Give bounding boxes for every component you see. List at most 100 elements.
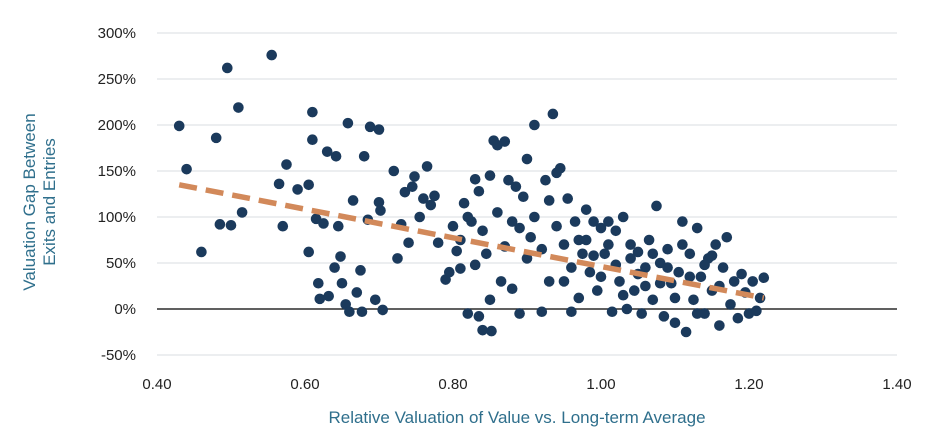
data-point [333, 220, 344, 232]
data-point [529, 211, 540, 223]
data-point [543, 195, 555, 206]
data-point [725, 299, 736, 310]
data-point [684, 248, 696, 260]
y-tick-label: -50% [101, 347, 136, 364]
data-point [307, 106, 318, 118]
data-point [407, 181, 418, 192]
data-point [506, 216, 518, 227]
trendline [178, 182, 765, 301]
data-point [486, 325, 497, 337]
data-point [691, 222, 703, 234]
data-point [432, 237, 444, 249]
data-point [529, 119, 540, 131]
data-point [506, 283, 518, 295]
data-point [181, 163, 192, 175]
data-point [695, 271, 707, 283]
data-point [543, 276, 555, 287]
data-point [632, 246, 644, 258]
y-axis-title-line-2: Exits and Entries [40, 138, 59, 266]
data-point [451, 245, 463, 257]
data-point [313, 277, 324, 289]
data-point [358, 150, 370, 162]
data-point [233, 102, 244, 113]
data-point [521, 153, 533, 165]
data-point [614, 276, 625, 287]
y-axis-title-line-1: Valuation Gap Between [20, 113, 39, 290]
data-point [342, 117, 354, 129]
x-tick-label: 0.40 [142, 376, 171, 393]
data-point [732, 312, 744, 324]
data-point [636, 308, 647, 319]
data-point [222, 62, 233, 74]
data-point [588, 216, 599, 227]
data-point [558, 239, 570, 250]
data-point [455, 263, 466, 274]
data-point [540, 174, 551, 186]
data-point [558, 276, 570, 287]
data-point [595, 271, 607, 283]
data-point [458, 197, 470, 209]
data-point [329, 262, 340, 273]
y-tick-label: 300% [98, 25, 136, 42]
data-point [603, 216, 614, 227]
data-point [355, 265, 366, 276]
data-point [706, 250, 718, 261]
data-point [588, 250, 599, 261]
data-point [364, 121, 376, 133]
data-point [210, 132, 222, 144]
data-point [643, 234, 655, 246]
data-point [610, 225, 622, 237]
data-point [717, 262, 729, 273]
data-point [754, 292, 766, 304]
data-point [658, 311, 670, 322]
data-point [335, 251, 346, 262]
data-point [721, 231, 733, 243]
data-point [347, 195, 359, 206]
data-point [444, 266, 455, 278]
data-point [747, 276, 758, 287]
data-point [375, 205, 386, 216]
data-point [214, 219, 226, 230]
data-point [714, 320, 725, 331]
data-point [577, 248, 588, 260]
data-point [525, 231, 536, 243]
data-point [477, 225, 488, 237]
x-tick-label: 1.20 [734, 376, 763, 393]
data-point [728, 276, 740, 287]
y-tick-label: 200% [98, 117, 136, 134]
data-point [473, 185, 485, 197]
data-point [356, 306, 368, 318]
x-tick-label: 1.40 [882, 376, 911, 393]
y-tick-label: 250% [98, 71, 136, 88]
data-point [592, 285, 603, 296]
data-point [403, 237, 414, 249]
data-point [425, 199, 437, 211]
data-point [699, 308, 710, 319]
data-point [303, 179, 315, 191]
data-point [647, 248, 659, 260]
data-point [606, 306, 618, 318]
data-point [370, 294, 381, 306]
data-point [277, 220, 289, 232]
data-point [688, 294, 699, 306]
data-point [736, 268, 747, 280]
data-point [351, 287, 363, 298]
data-point [388, 165, 400, 177]
data-point [595, 222, 607, 234]
y-tick-label: 50% [106, 255, 136, 272]
data-point [330, 150, 342, 162]
data-point [599, 248, 610, 260]
data-point [392, 253, 403, 264]
data-point [569, 216, 581, 227]
data-point [699, 259, 710, 271]
data-point [566, 306, 577, 318]
data-point [673, 266, 684, 278]
data-point [173, 120, 185, 132]
y-axis-title: Valuation Gap Between Exits and Entries [20, 113, 59, 290]
data-point [669, 317, 681, 329]
data-point [469, 173, 481, 185]
x-tick-label: 0.60 [290, 376, 319, 393]
data-point [495, 276, 507, 287]
data-point [580, 204, 592, 215]
